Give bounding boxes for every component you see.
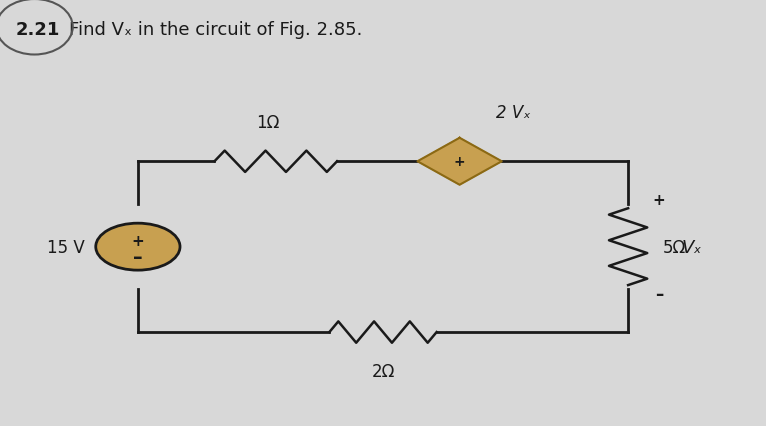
Text: 2.21: 2.21 bbox=[15, 21, 60, 39]
Text: 2 Vₓ: 2 Vₓ bbox=[496, 104, 531, 121]
Text: 15 V: 15 V bbox=[47, 238, 84, 256]
Text: –: – bbox=[655, 285, 663, 303]
Text: +: + bbox=[132, 233, 144, 248]
Text: +: + bbox=[653, 193, 665, 208]
Text: 5Ω: 5Ω bbox=[663, 238, 686, 256]
Circle shape bbox=[96, 224, 180, 271]
Text: Vₓ: Vₓ bbox=[682, 238, 702, 256]
Text: 1Ω: 1Ω bbox=[257, 114, 280, 132]
Text: 2Ω: 2Ω bbox=[372, 362, 394, 380]
Text: Find Vₓ in the circuit of Fig. 2.85.: Find Vₓ in the circuit of Fig. 2.85. bbox=[69, 21, 362, 39]
Text: +: + bbox=[453, 155, 466, 169]
Text: –: – bbox=[133, 247, 142, 266]
Polygon shape bbox=[417, 138, 502, 185]
